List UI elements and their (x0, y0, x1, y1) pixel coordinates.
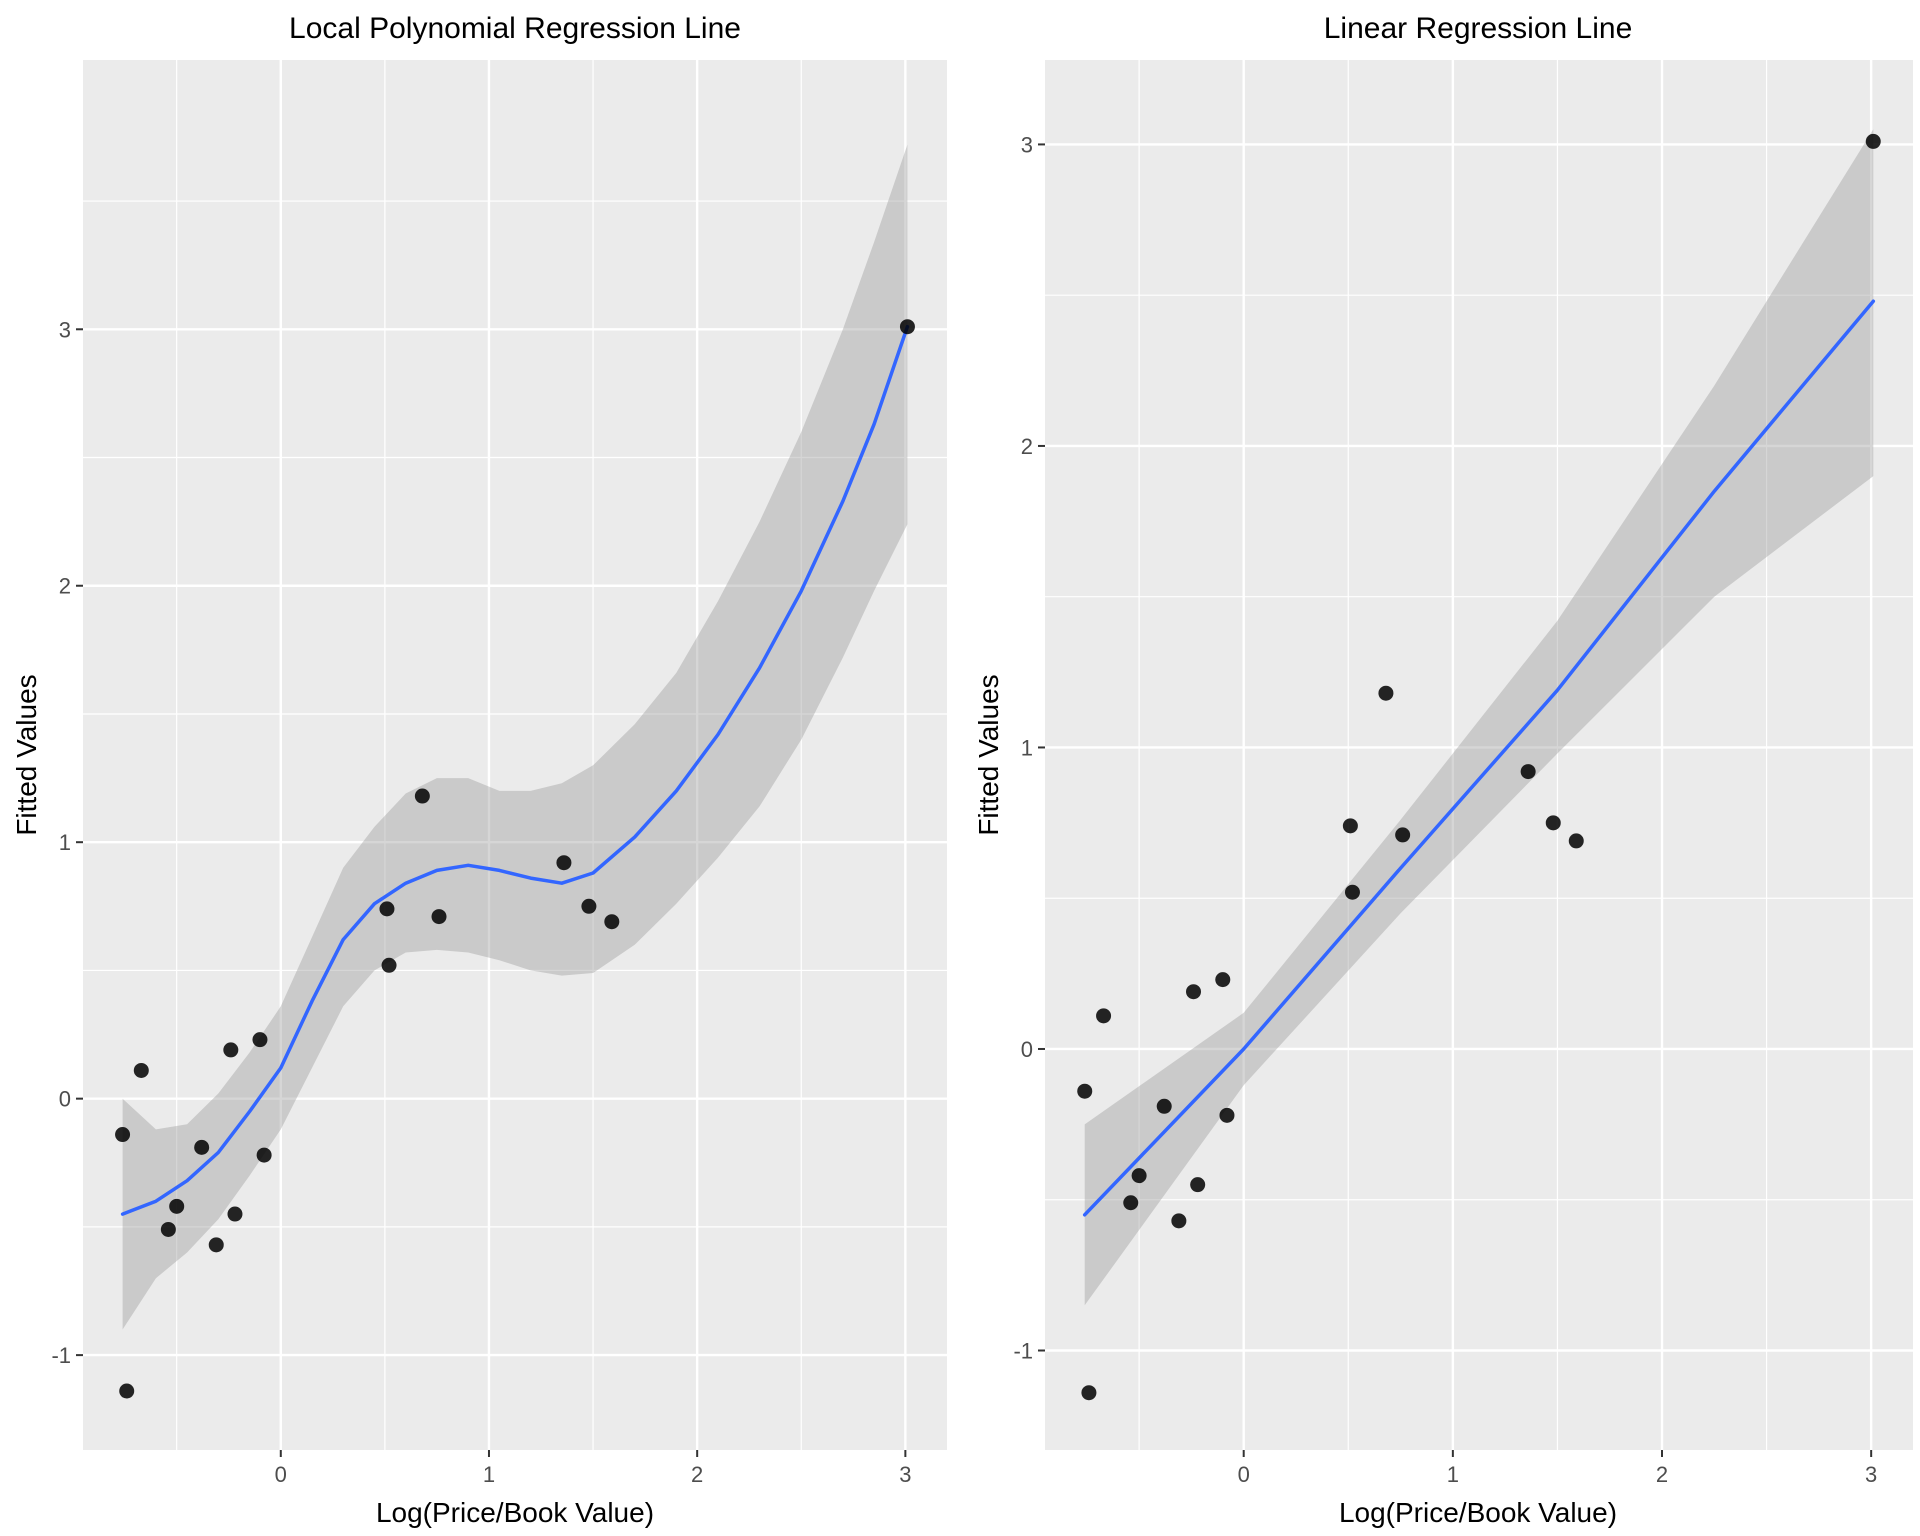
data-points (115, 319, 915, 1399)
data-point (1131, 1168, 1147, 1184)
y-tick-label: 1 (59, 830, 71, 855)
data-point (581, 898, 597, 914)
y-axis-ticks: -1 0 1 2 3 (1013, 132, 1045, 1363)
data-point (1342, 818, 1358, 834)
y-tick-label: 3 (59, 317, 71, 342)
data-point (1186, 984, 1202, 1000)
x-axis-label: Log(Price/Book Value) (1339, 1497, 1617, 1528)
plot-background (1045, 60, 1913, 1450)
data-point (1123, 1195, 1139, 1211)
panel-title: Linear Regression Line (1324, 12, 1633, 45)
x-tick-label: 1 (483, 1462, 495, 1487)
data-point (1171, 1213, 1187, 1229)
y-tick-label: -1 (51, 1343, 71, 1368)
data-point (1395, 827, 1411, 843)
panel-local-polynomial: Local Polynomial Regression Line -10123 … (11, 12, 947, 1528)
y-tick-label: 2 (1021, 434, 1033, 459)
data-point (208, 1237, 224, 1253)
fit-line (1082, 299, 1876, 1217)
data-point (1520, 764, 1536, 780)
x-axis-label: Log(Price/Book Value) (376, 1497, 654, 1528)
x-tick-label: 0 (1238, 1462, 1250, 1487)
data-point (133, 1062, 149, 1078)
minor-gridlines (1045, 60, 1913, 1450)
data-point (1156, 1098, 1172, 1114)
data-point (604, 914, 620, 930)
x-tick-label: 2 (1656, 1462, 1668, 1487)
y-tick-label: 0 (59, 1087, 71, 1112)
fit-line (120, 324, 910, 1216)
confidence-band (122, 144, 908, 1330)
data-point (169, 1198, 185, 1214)
data-point (431, 909, 447, 925)
data-point (256, 1147, 272, 1163)
confidence-band (1084, 129, 1874, 1306)
y-tick-label: 2 (59, 574, 71, 599)
minor-gridlines (83, 60, 947, 1450)
data-point (1077, 1083, 1093, 1099)
data-point (414, 788, 430, 804)
regression-line (1082, 299, 1876, 1217)
data-point (1545, 815, 1561, 831)
data-point (1219, 1107, 1235, 1123)
x-tick-label: 1 (1447, 1462, 1459, 1487)
panel-linear: Linear Regression Line -1 0 1 2 3 0 1 2 3 Log(P… (973, 12, 1913, 1528)
data-point (227, 1206, 243, 1222)
data-point (115, 1127, 131, 1143)
panel-title: Local Polynomial Regression Line (289, 12, 741, 45)
data-point (381, 957, 397, 973)
data-point (899, 319, 915, 335)
data-point (1568, 833, 1584, 849)
data-point (1190, 1177, 1206, 1193)
y-axis-ticks: -1 0 1 2 3 (51, 317, 83, 1368)
data-point (194, 1139, 210, 1155)
confidence-ribbon (122, 144, 908, 1330)
confidence-ribbon (1084, 129, 1874, 1306)
data-point (1344, 884, 1360, 900)
data-point (1096, 1008, 1112, 1024)
y-tick-label: 3 (1021, 132, 1033, 157)
data-point (1865, 133, 1881, 149)
x-tick-label: 3 (1865, 1462, 1877, 1487)
regression-line (120, 324, 910, 1216)
y-tick-label: -1 (1013, 1338, 1033, 1363)
y-axis-label: Fitted Values (11, 674, 42, 835)
y-tick-label: 0 (1021, 1037, 1033, 1062)
x-tick-label: 2 (691, 1462, 703, 1487)
data-point (1081, 1385, 1097, 1401)
x-axis-ticks: 0 1 2 3 (275, 1450, 911, 1487)
data-point (379, 901, 395, 917)
major-gridlines (1045, 60, 1913, 1450)
data-point (223, 1042, 239, 1058)
data-point (1378, 685, 1394, 701)
y-axis-label: Fitted Values (973, 674, 1004, 835)
x-tick-label: 0 (275, 1462, 287, 1487)
x-tick-label: 3 (899, 1462, 911, 1487)
data-point (1215, 972, 1231, 988)
data-points (1077, 133, 1881, 1401)
y-tick-label: 1 (1021, 735, 1033, 760)
plot-background (83, 60, 947, 1450)
data-point (252, 1032, 268, 1048)
data-point (160, 1221, 176, 1237)
x-axis-ticks: 0 1 2 3 (1238, 1450, 1877, 1487)
data-point (556, 855, 572, 871)
data-point (119, 1383, 135, 1399)
